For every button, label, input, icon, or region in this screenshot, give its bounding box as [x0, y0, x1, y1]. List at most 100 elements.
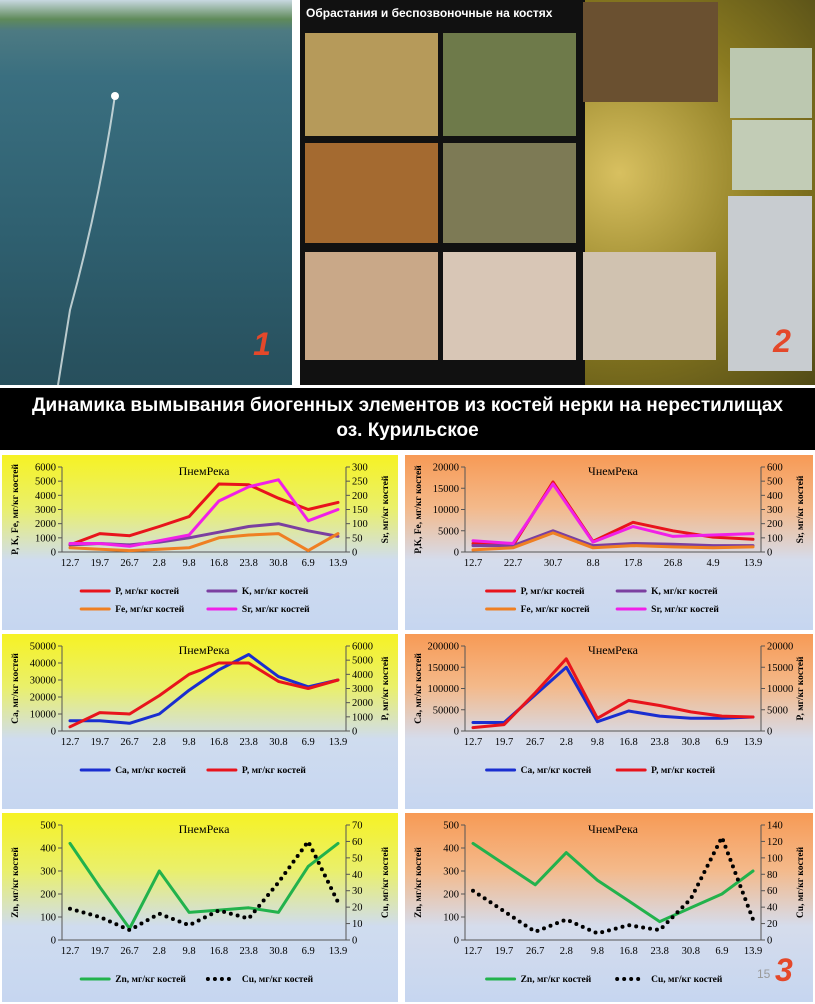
x-tick-label: 9.8	[591, 946, 604, 957]
y2-axis-label: P, мг/кг костей	[380, 656, 391, 720]
y2-tick-label: 0	[767, 727, 772, 738]
legend-label: Ca, мг/кг костей	[115, 765, 186, 776]
y2-tick-label: 1000	[352, 712, 373, 723]
x-tick-label: 30.8	[269, 737, 287, 748]
chart-panel: 0 5000 10000 15000 20000 0 100 200 300 400 500 600 1…	[405, 455, 813, 630]
title-line: оз. Курильское	[336, 420, 479, 441]
photo-grid: Обрастания и беспозвоночные на костях 2	[300, 0, 812, 385]
y2-tick-label: 10000	[767, 684, 793, 695]
y-axis-label: P, K, Fe, мг/кг костей	[10, 464, 21, 555]
x-tick-label: 9.8	[183, 737, 196, 748]
x-tick-label: 6.9	[715, 946, 728, 957]
legend-label: Sr, мг/кг костей	[651, 604, 719, 615]
y2-tick-label: 80	[767, 870, 778, 881]
y2-axis-label: P, мг/кг костей	[795, 656, 806, 720]
legend-label: Cu, мг/кг костей	[651, 974, 723, 985]
series-line	[68, 653, 340, 725]
series-line	[68, 532, 340, 553]
y-axis-label: Ca, мг/кг костей	[10, 653, 21, 724]
x-tick-label: 2.8	[153, 558, 166, 569]
x-tick-label: 12.7	[61, 737, 79, 748]
legend-label: Sr, мг/кг костей	[242, 604, 310, 615]
series-line	[471, 529, 755, 548]
series-line	[68, 478, 340, 548]
legend-label: P, мг/кг костей	[115, 586, 179, 597]
y2-tick-label: 4000	[352, 670, 373, 681]
title-bar: Динамика вымывания биогенных элементов и…	[0, 388, 815, 450]
chart-panel: 0 1000 2000 3000 4000 5000 6000 0 50 100 150 200 250…	[2, 455, 398, 630]
y-tick-label: 5000	[438, 526, 459, 537]
y-axis-label: Zn, мг/кг костей	[10, 847, 21, 918]
legend-label: Fe, мг/кг костей	[521, 604, 591, 615]
x-tick-label: 6.9	[715, 737, 728, 748]
y2-tick-label: 400	[767, 491, 783, 502]
y-tick-label: 10000	[433, 505, 459, 516]
series-line	[68, 839, 340, 933]
photo-bones: Обрастания и беспозвоночные на костях 2	[300, 0, 815, 385]
x-tick-label: 16.8	[210, 558, 228, 569]
chart-panel: 0 100 200 300 400 500 0 10 20 30 40 50 60 70 12.7 19.7 2…	[2, 813, 398, 1002]
chart: 0 10000 20000 30000 40000 50000 0 1000 2000 3000 4…	[10, 642, 391, 777]
x-tick-label: 19.7	[91, 737, 109, 748]
x-tick-label: 13.9	[329, 737, 347, 748]
legend-label: Cu, мг/кг костей	[242, 974, 314, 985]
y2-tick-label: 20000	[767, 642, 793, 653]
y-tick-label: 400	[443, 844, 459, 855]
legend-label: Fe, мг/кг костей	[115, 604, 185, 615]
chart-title: ПнемРека	[179, 464, 230, 478]
series-line	[471, 482, 755, 545]
y2-tick-label: 50	[352, 853, 363, 864]
y2-tick-label: 300	[352, 463, 368, 474]
photo-number: 2	[772, 323, 791, 359]
y-tick-label: 400	[40, 844, 56, 855]
x-tick-label: 9.8	[183, 558, 196, 569]
y-tick-label: 20000	[30, 693, 56, 704]
y-tick-label: 0	[51, 936, 56, 947]
y-tick-label: 6000	[35, 463, 56, 474]
x-tick-label: 6.9	[302, 737, 315, 748]
x-tick-label: 23.8	[650, 737, 668, 748]
y2-tick-label: 2000	[352, 698, 373, 709]
chart-title: ПнемРека	[179, 822, 230, 836]
y2-axis-label: Cu, мг/кг костей	[380, 846, 391, 918]
y2-tick-label: 0	[767, 936, 772, 947]
series-line	[471, 531, 755, 552]
photo-drawing: 1	[57, 92, 271, 385]
x-tick-label: 23.8	[650, 946, 668, 957]
series-line	[68, 661, 340, 729]
y-axis-label: Ca, мг/кг костей	[413, 653, 424, 724]
photo-lake: 1	[0, 0, 292, 385]
y-tick-label: 200	[443, 890, 459, 901]
y2-tick-label: 200	[352, 491, 368, 502]
x-tick-label: 13.9	[744, 558, 762, 569]
y2-tick-label: 300	[767, 505, 783, 516]
x-tick-label: 30.8	[269, 946, 287, 957]
y-tick-label: 150000	[428, 663, 460, 674]
x-tick-label: 12.7	[464, 946, 482, 957]
x-tick-label: 26.8	[664, 558, 682, 569]
x-tick-label: 26.7	[526, 946, 544, 957]
y2-tick-label: 40	[352, 870, 363, 881]
y2-tick-label: 100	[352, 519, 368, 530]
y-tick-label: 50000	[30, 642, 56, 653]
y2-tick-label: 0	[767, 548, 772, 559]
x-tick-label: 30.8	[269, 558, 287, 569]
y2-tick-label: 0	[352, 727, 357, 738]
y-tick-label: 4000	[35, 491, 56, 502]
x-tick-label: 9.8	[183, 946, 196, 957]
x-tick-label: 16.8	[619, 737, 637, 748]
x-tick-label: 2.8	[560, 737, 573, 748]
page-number: 15	[757, 967, 771, 981]
y2-tick-label: 5000	[352, 656, 373, 667]
y2-axis-label: Cu, мг/кг костей	[795, 846, 806, 918]
y-tick-label: 3000	[35, 505, 56, 516]
y-tick-label: 200	[40, 890, 56, 901]
x-tick-label: 2.8	[153, 946, 166, 957]
chart: 0 5000 10000 15000 20000 0 100 200 300 400 500 600 1…	[413, 463, 806, 616]
y-axis-label: P,K, Fe, мг/кг костей	[413, 465, 424, 554]
y-tick-label: 500	[40, 821, 56, 832]
x-tick-label: 2.8	[560, 946, 573, 957]
x-tick-label: 16.8	[210, 737, 228, 748]
y2-tick-label: 6000	[352, 642, 373, 653]
legend-label: K, мг/кг костей	[651, 586, 718, 597]
